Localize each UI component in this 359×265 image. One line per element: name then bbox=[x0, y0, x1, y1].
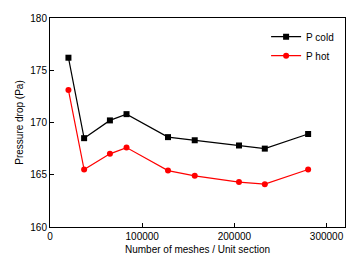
svg-text:Pressure drop (Pa): Pressure drop (Pa) bbox=[14, 80, 25, 164]
svg-text:P cold: P cold bbox=[306, 32, 334, 43]
svg-text:200000: 200000 bbox=[218, 231, 252, 242]
svg-text:P hot: P hot bbox=[306, 51, 329, 62]
svg-text:100000: 100000 bbox=[126, 231, 160, 242]
svg-text:175: 175 bbox=[30, 65, 47, 76]
svg-text:170: 170 bbox=[30, 117, 47, 128]
svg-text:160: 160 bbox=[30, 222, 47, 233]
svg-text:0: 0 bbox=[47, 231, 53, 242]
svg-text:180: 180 bbox=[30, 13, 47, 24]
svg-text:Number of meshes / Unit sectio: Number of meshes / Unit section bbox=[125, 244, 270, 255]
svg-text:165: 165 bbox=[30, 169, 47, 180]
svg-text:300000: 300000 bbox=[310, 231, 344, 242]
